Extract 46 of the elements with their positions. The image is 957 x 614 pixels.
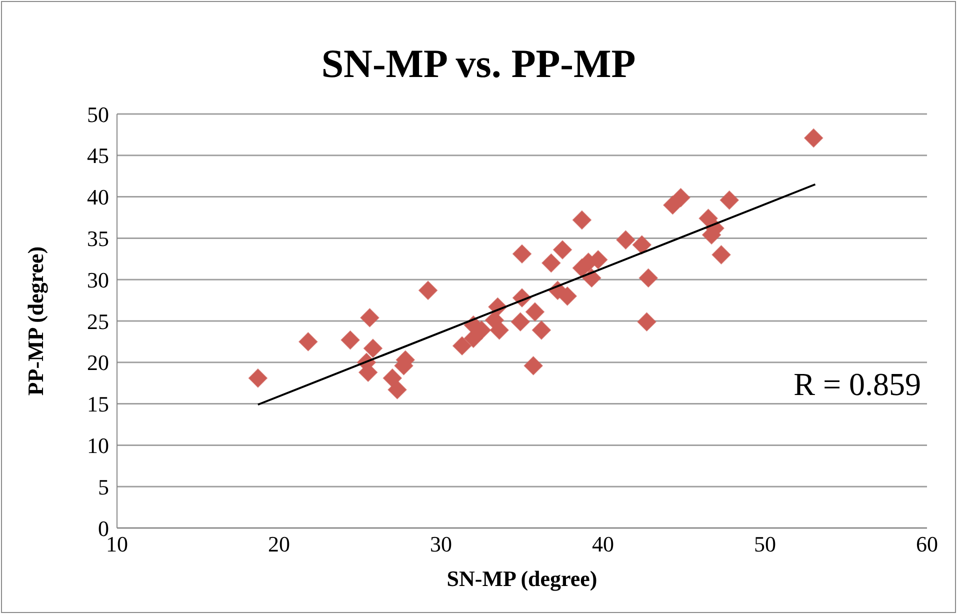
point: [360, 308, 380, 328]
x-tick-label: 40: [592, 532, 614, 557]
y-tick-label: 45: [87, 143, 109, 168]
point: [616, 230, 636, 250]
point: [525, 302, 544, 322]
y-tick-label: 25: [87, 308, 109, 334]
y-tick-label: 30: [87, 267, 109, 292]
y-tick-label: 15: [87, 392, 109, 417]
point: [804, 128, 824, 148]
point: [637, 312, 656, 332]
point: [632, 235, 652, 254]
point: [542, 254, 561, 273]
y-axis-title: PP-MP (degree): [22, 246, 48, 396]
y-tick-label: 0: [98, 516, 109, 541]
y-tick-label: 35: [87, 226, 109, 252]
x-tick-label: 30: [430, 532, 452, 557]
point: [510, 312, 530, 332]
point: [558, 286, 577, 306]
point: [388, 380, 407, 400]
x-axis-title: SN-MP (degree): [446, 566, 598, 591]
point: [532, 320, 551, 340]
annotation: R = 0.859: [794, 366, 921, 403]
x-tick-label: 60: [916, 532, 938, 557]
point: [512, 244, 532, 264]
chart-title: SN-MP vs. PP-MP: [320, 40, 637, 87]
point: [638, 268, 658, 288]
point: [340, 330, 360, 350]
y-tick-label: 20: [87, 350, 109, 376]
point: [363, 338, 382, 358]
y-tick-label: 10: [87, 433, 109, 458]
point: [671, 188, 690, 208]
y-tick-label: 50: [87, 102, 109, 127]
point: [418, 280, 438, 300]
point: [572, 210, 592, 230]
point: [248, 368, 268, 388]
x-tick-label: 20: [268, 532, 290, 557]
point: [720, 190, 739, 210]
y-tick-label: 5: [98, 474, 109, 500]
point: [553, 240, 572, 260]
point: [452, 336, 472, 356]
point: [298, 332, 318, 352]
y-tick-label: 40: [87, 184, 109, 210]
point: [524, 356, 543, 376]
point: [490, 320, 509, 340]
point: [712, 245, 731, 264]
x-tick-label: 50: [754, 532, 776, 557]
